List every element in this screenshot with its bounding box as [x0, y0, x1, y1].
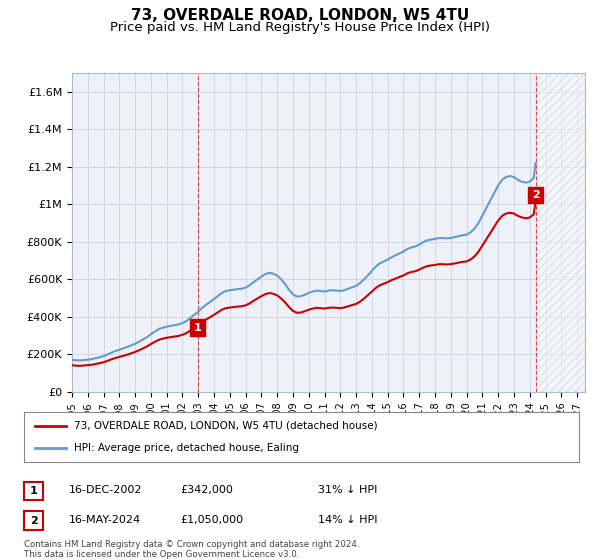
- Text: 73, OVERDALE ROAD, LONDON, W5 4TU: 73, OVERDALE ROAD, LONDON, W5 4TU: [131, 8, 469, 24]
- Text: 73, OVERDALE ROAD, LONDON, W5 4TU (detached house): 73, OVERDALE ROAD, LONDON, W5 4TU (detac…: [74, 421, 377, 431]
- Text: 2: 2: [532, 190, 539, 200]
- Text: 1: 1: [194, 323, 202, 333]
- Text: 14% ↓ HPI: 14% ↓ HPI: [318, 515, 377, 525]
- Text: 1: 1: [30, 486, 37, 496]
- Text: Price paid vs. HM Land Registry's House Price Index (HPI): Price paid vs. HM Land Registry's House …: [110, 21, 490, 34]
- Text: 16-DEC-2002: 16-DEC-2002: [69, 485, 143, 495]
- Text: Contains HM Land Registry data © Crown copyright and database right 2024.: Contains HM Land Registry data © Crown c…: [24, 540, 359, 549]
- Text: 31% ↓ HPI: 31% ↓ HPI: [318, 485, 377, 495]
- Text: £1,050,000: £1,050,000: [180, 515, 243, 525]
- Text: This data is licensed under the Open Government Licence v3.0.: This data is licensed under the Open Gov…: [24, 550, 299, 559]
- Text: 2: 2: [30, 516, 37, 525]
- Text: £342,000: £342,000: [180, 485, 233, 495]
- Text: HPI: Average price, detached house, Ealing: HPI: Average price, detached house, Eali…: [74, 443, 299, 453]
- Text: 16-MAY-2024: 16-MAY-2024: [69, 515, 141, 525]
